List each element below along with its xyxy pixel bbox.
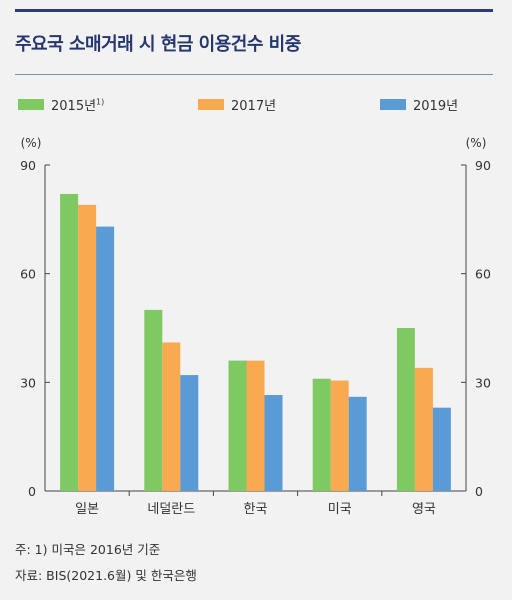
legend-swatch-2019 xyxy=(380,99,406,110)
bar-2019년-영국 xyxy=(432,407,451,491)
bar-2015년-한국 xyxy=(228,360,247,491)
legend-label-2017: 2017년 xyxy=(231,99,277,114)
legend: 2015년1) 2017년 2019년 xyxy=(0,95,512,115)
y-unit-right: (%) xyxy=(466,136,487,150)
category-label: 영국 xyxy=(412,502,436,517)
category-label: 일본 xyxy=(75,502,99,517)
bar-2017년-미국 xyxy=(330,380,349,491)
category-label: 한국 xyxy=(244,502,268,517)
y-tick-label-right: 0 xyxy=(475,484,483,499)
bar-2017년-일본 xyxy=(78,204,97,491)
bar-2015년-미국 xyxy=(312,378,331,491)
title-rule xyxy=(15,74,493,75)
y-unit-left: (%) xyxy=(21,136,42,150)
bar-2019년-일본 xyxy=(96,226,115,492)
legend-label-2015: 2015년1) xyxy=(51,97,105,114)
legend-swatch-2015 xyxy=(18,99,44,110)
top-rule xyxy=(15,9,493,12)
y-tick-label-right: 90 xyxy=(475,158,491,173)
legend-label-2019: 2019년 xyxy=(413,99,459,114)
footnote: 주: 1) 미국은 2016년 기준 xyxy=(15,542,161,557)
legend-item-2015: 2015년1) xyxy=(18,95,104,114)
source-note: 자료: BIS(2021.6월) 및 한국은행 xyxy=(15,568,197,583)
y-tick-label-right: 30 xyxy=(475,375,491,390)
y-tick-label-right: 60 xyxy=(475,267,491,282)
bar-2015년-영국 xyxy=(396,328,415,491)
y-tick-label-left: 60 xyxy=(20,267,36,282)
bar-2015년-네덜란드 xyxy=(144,309,163,491)
bar-2019년-한국 xyxy=(264,395,283,491)
y-tick-label-left: 0 xyxy=(28,484,36,499)
chart-title: 주요국 소매거래 시 현금 이용건수 비중 xyxy=(15,34,301,55)
bar-2019년-네덜란드 xyxy=(180,375,199,491)
legend-item-2017: 2017년 xyxy=(198,95,276,114)
category-label: 미국 xyxy=(328,502,352,517)
legend-swatch-2017 xyxy=(198,99,224,110)
y-tick-label-left: 30 xyxy=(20,375,36,390)
bar-2015년-일본 xyxy=(60,193,79,491)
category-label: 네덜란드 xyxy=(147,502,195,517)
bar-2019년-미국 xyxy=(348,396,367,491)
bar-2017년-한국 xyxy=(246,360,265,491)
legend-footnote-mark: 1) xyxy=(96,97,105,107)
y-tick-label-left: 90 xyxy=(20,158,36,173)
legend-item-2019: 2019년 xyxy=(380,95,458,114)
bar-2017년-영국 xyxy=(414,367,433,491)
bar-2017년-네덜란드 xyxy=(162,342,181,491)
